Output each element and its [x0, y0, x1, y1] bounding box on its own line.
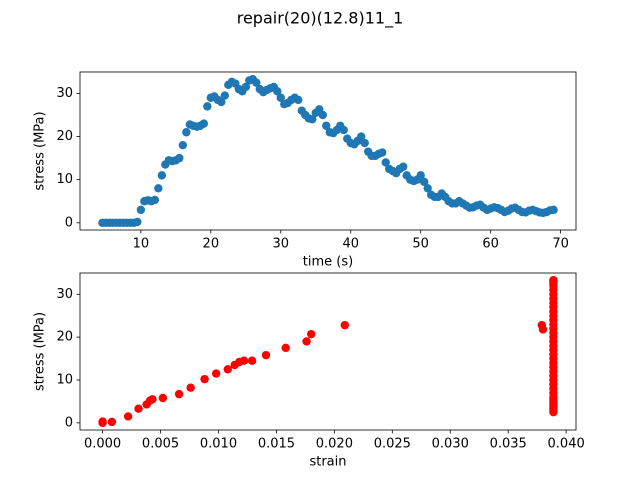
point: [200, 374, 209, 384]
axes-frame: [79, 71, 577, 231]
point: [123, 412, 133, 421]
point: [340, 320, 350, 330]
axes-frame: [79, 272, 577, 431]
x-tick-label: 0.020: [316, 437, 353, 452]
x-tick-label: 0.040: [548, 437, 585, 452]
y-tick-label: 10: [56, 372, 73, 387]
point: [182, 128, 191, 137]
point: [199, 119, 209, 128]
figure-title: repair(20)(12.8)11_1: [237, 9, 404, 29]
point: [158, 393, 168, 403]
point: [423, 184, 432, 193]
y-axis-label: stress (MPa): [33, 312, 48, 391]
point: [416, 171, 425, 180]
point: [175, 153, 184, 163]
x-tick-label: 40: [342, 237, 359, 252]
point: [203, 102, 212, 111]
point: [134, 404, 143, 413]
x-axis-label: time (s): [303, 255, 353, 270]
y-axis-label: stress (MPa): [33, 111, 48, 190]
point: [294, 95, 303, 105]
point: [549, 275, 558, 285]
x-tick-label: 0.010: [200, 437, 237, 452]
point: [281, 343, 290, 353]
point: [261, 350, 271, 360]
y-tick-label: 20: [56, 330, 73, 345]
point: [98, 417, 107, 426]
x-tick-label: 70: [552, 237, 569, 252]
x-tick-label: 20: [203, 237, 220, 252]
point: [357, 132, 366, 141]
y-tick-label: 0: [65, 415, 73, 430]
y-tick-label: 0: [65, 215, 73, 230]
point: [378, 148, 387, 157]
point: [107, 417, 117, 427]
point: [211, 369, 221, 378]
x-tick-label: 10: [133, 237, 150, 252]
x-tick-label: 0.025: [374, 437, 411, 452]
y-tick-label: 10: [56, 172, 73, 187]
point: [399, 162, 408, 171]
x-tick-label: 0.030: [432, 437, 469, 452]
x-tick-label: 60: [482, 237, 499, 252]
point: [154, 184, 163, 193]
y-tick-label: 30: [56, 86, 73, 101]
point: [220, 91, 230, 100]
point: [174, 389, 184, 399]
point: [538, 325, 548, 334]
point: [217, 97, 226, 107]
y-tick-label: 30: [56, 287, 73, 302]
point: [381, 158, 390, 167]
point: [360, 138, 369, 148]
x-tick-label: 50: [412, 237, 429, 252]
point: [549, 205, 558, 215]
x-tick-label: 0.000: [84, 437, 121, 452]
point: [223, 365, 232, 374]
point: [157, 171, 167, 180]
point: [306, 329, 316, 339]
point: [339, 125, 348, 135]
point: [133, 217, 142, 227]
x-tick-label: 30: [273, 237, 290, 252]
y-tick-label: 20: [56, 129, 73, 144]
point: [239, 356, 249, 365]
point: [136, 205, 146, 215]
point: [178, 140, 188, 150]
x-axis-label: strain: [309, 455, 346, 470]
x-tick-label: 0.035: [490, 437, 527, 452]
point: [308, 115, 317, 124]
point: [318, 110, 327, 120]
point: [186, 383, 195, 392]
point: [302, 337, 311, 346]
point: [419, 177, 429, 187]
x-tick-label: 0.015: [258, 437, 295, 452]
point: [273, 87, 282, 96]
x-tick-label: 0.005: [142, 437, 179, 452]
point: [150, 195, 160, 205]
point: [241, 82, 250, 92]
point: [247, 356, 257, 365]
point: [322, 121, 331, 130]
point: [148, 395, 157, 404]
point: [252, 78, 261, 87]
point: [276, 93, 285, 102]
